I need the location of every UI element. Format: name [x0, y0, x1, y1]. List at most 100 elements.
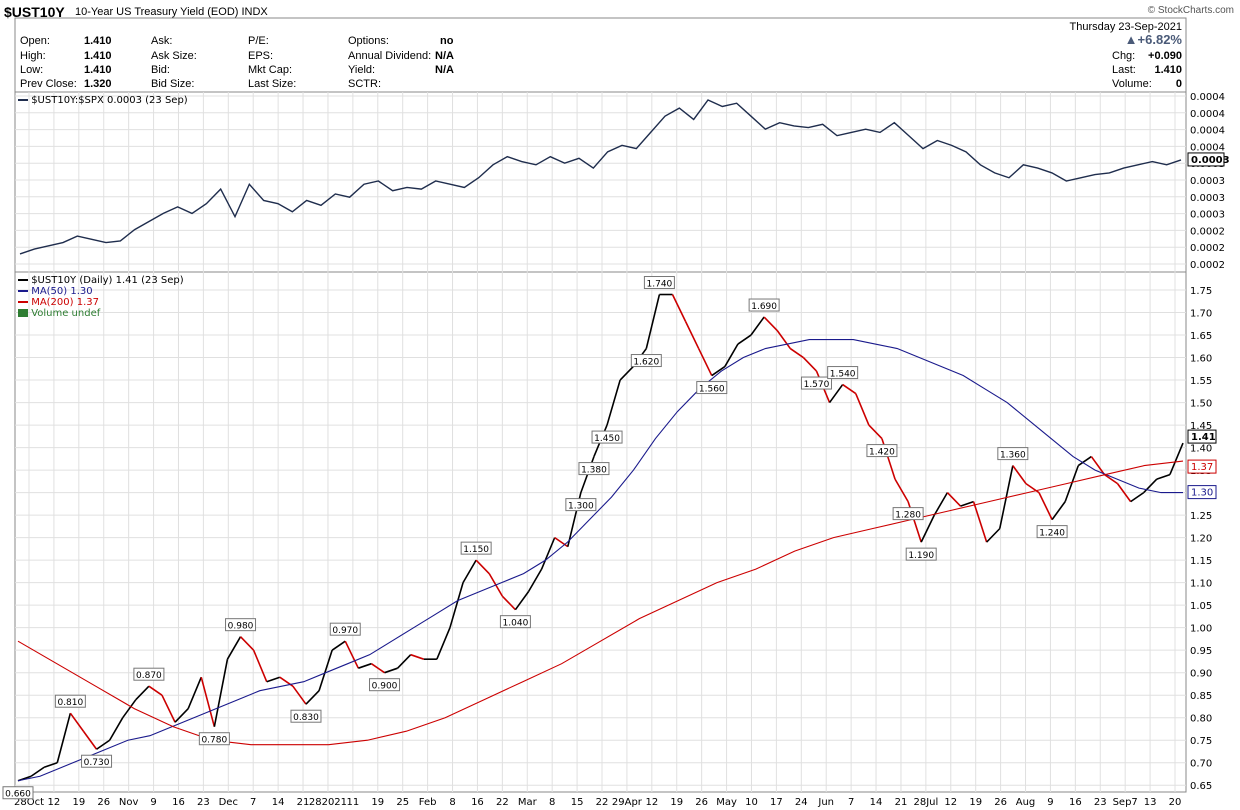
price-y-tick-label: 1.15: [1190, 556, 1212, 567]
header-panel: [14, 17, 1187, 93]
price-segment: [697, 348, 713, 376]
price-segment: [933, 492, 949, 516]
price-segment: [135, 685, 150, 701]
x-tick-label: 21: [895, 797, 908, 808]
price-segment: [96, 739, 111, 750]
price-last-label: 1.41: [1191, 432, 1216, 443]
ratio-line: [19, 99, 1182, 255]
x-tick-label: 26: [994, 797, 1007, 808]
x-tick-label: Feb: [419, 797, 437, 808]
price-segment: [462, 559, 477, 584]
yield-label: Yield:: [348, 64, 376, 76]
options-value: no: [440, 35, 454, 47]
annotation-box: [133, 667, 165, 681]
prev-close-value: 1.320: [84, 78, 112, 90]
x-tick-label: 19: [670, 797, 683, 808]
price-segment: [619, 365, 634, 381]
price-segment: [554, 536, 569, 548]
price-segment: [213, 659, 229, 727]
pct-change: ▲+6.82%: [1124, 32, 1182, 47]
price-segment: [842, 383, 857, 395]
options-label: Options:: [348, 35, 389, 47]
ratio-y-tick-label: 0.0004: [1190, 126, 1225, 137]
annotation-label: 1.620: [633, 358, 659, 368]
price-segment: [358, 662, 372, 669]
low-label: Low:: [20, 64, 44, 76]
annotation-box: [460, 541, 492, 555]
annotation-label: 1.040: [503, 619, 529, 629]
price-segment: [1012, 465, 1027, 485]
price-segment: [540, 537, 556, 570]
price-y-tick-label: 1.10: [1190, 579, 1212, 590]
annotation-box: [696, 381, 728, 395]
price-segment: [828, 384, 844, 404]
annotation-box: [329, 622, 361, 636]
annotation-label: 1.570: [804, 380, 830, 390]
volume-label: Volume:: [1112, 78, 1152, 90]
prev-close-label: Prev Close:: [20, 78, 77, 90]
annotation-box: [892, 507, 924, 521]
x-tick-label: 23: [197, 797, 210, 808]
x-tick-label: 14: [272, 797, 285, 808]
bid-size-label: Bid Size:: [151, 78, 195, 90]
price-segment: [737, 334, 752, 345]
annotation-label: 1.540: [830, 370, 856, 380]
pe-label: P/E:: [248, 35, 269, 47]
annotation-label: 1.150: [463, 545, 489, 555]
price-y-tick-label: 0.70: [1190, 759, 1212, 770]
eps-label: EPS:: [248, 50, 274, 62]
price-y-tick-label: 1.55: [1190, 376, 1212, 387]
annotation-label: 1.190: [908, 551, 934, 561]
annotation-label: 1.300: [568, 502, 594, 512]
dividend-value: N/A: [435, 50, 454, 62]
mkt-cap-label: Mkt Cap:: [248, 64, 293, 76]
price-segment: [292, 685, 307, 705]
last-label: Last:: [1112, 64, 1136, 76]
x-tick-label: 9: [150, 797, 156, 808]
annotation-box: [499, 615, 531, 629]
x-tick-label: 16: [1069, 797, 1082, 808]
x-tick-label: Nov: [119, 797, 139, 808]
annotation-label: 1.740: [647, 280, 673, 290]
price-y-tick-label: 1.00: [1190, 624, 1212, 635]
price-y-tick-label: 1.20: [1190, 534, 1212, 545]
x-tick-label: 22: [496, 797, 509, 808]
price-segment: [449, 582, 464, 628]
annotation-label: 1.280: [895, 511, 921, 521]
open-value: 1.410: [84, 35, 112, 47]
annotation-box: [225, 618, 257, 632]
ratio-legend-text: $UST10Y:$SPX 0.0003 (23 Sep): [31, 95, 188, 106]
x-tick-label: 21: [297, 797, 310, 808]
price-segment: [514, 591, 530, 611]
price-segment: [724, 343, 739, 367]
annotation-label: 1.560: [699, 385, 725, 395]
x-tick-label: 16: [172, 797, 185, 808]
price-segment: [802, 356, 818, 372]
price-segment: [56, 713, 72, 763]
price-segment: [331, 640, 346, 651]
x-tick-label: 29Apr: [612, 797, 643, 808]
price-segment: [174, 708, 189, 723]
x-tick-label: 12: [645, 797, 658, 808]
ratio-y-tick-label: 0.0003: [1190, 210, 1225, 221]
x-tick-label: May: [716, 797, 737, 808]
x-tick-label: 13: [1144, 797, 1157, 808]
last-size-label: Last Size:: [248, 78, 297, 90]
annotation-box: [2, 786, 34, 800]
price-segment: [855, 393, 870, 426]
price-segment: [200, 676, 216, 727]
symbol-title: $UST10Y: [4, 4, 65, 20]
ratio-y-tick-label: 0.0002: [1190, 243, 1225, 254]
price-y-tick-label: 1.75: [1190, 286, 1212, 297]
low-value: 1.410: [84, 64, 112, 76]
ratio-panel: [14, 91, 1187, 273]
price-segment: [789, 347, 804, 359]
annotation-box: [81, 754, 113, 768]
quote-date: Thursday 23-Sep-2021: [1069, 21, 1182, 33]
price-y-tick-label: 0.65: [1190, 781, 1212, 792]
annotation-label: 0.730: [84, 758, 110, 768]
annotation-box: [565, 498, 597, 512]
chg-label: Chg:: [1112, 50, 1136, 62]
annotation-label: 0.900: [372, 682, 398, 692]
